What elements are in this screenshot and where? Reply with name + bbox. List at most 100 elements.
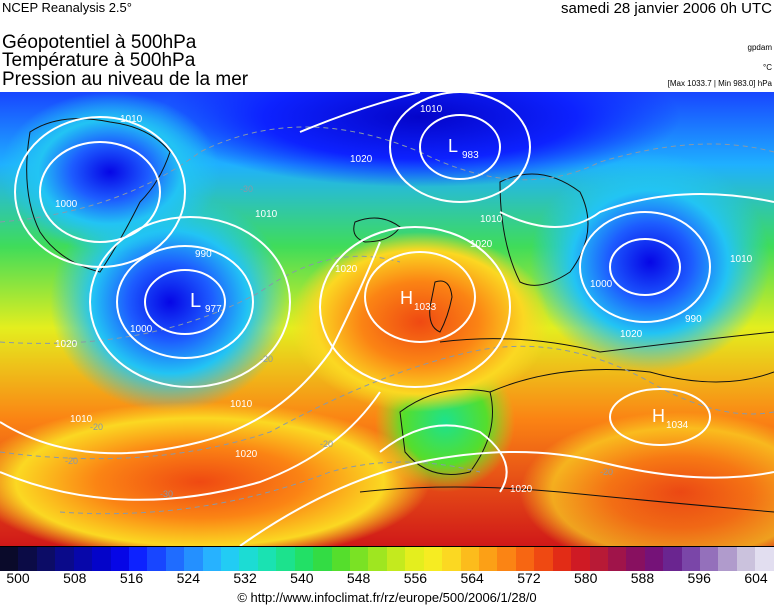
legend-tick-label: 532: [233, 570, 257, 586]
coastline-africa-north: [359, 486, 774, 513]
legend-color-cell: [423, 547, 443, 571]
center-value: 983: [462, 150, 479, 161]
legend-color-cell: [626, 547, 645, 571]
legend-color-cell: [257, 547, 277, 571]
legend-color-cell: [239, 547, 258, 571]
center-letter: H: [400, 288, 413, 308]
coastline-greenland: [26, 118, 171, 273]
legend-color-cell: [644, 547, 664, 571]
isobar-label: 1000: [130, 324, 153, 335]
legend-color-cell: [110, 547, 129, 571]
coastline-iberia: [399, 389, 493, 475]
warm-region-southeast: [520, 412, 774, 546]
legend-color-cell: [442, 547, 461, 571]
legend-color-cell: [405, 547, 424, 571]
legend-color-cell: [184, 547, 203, 571]
isobar-label: 1020: [235, 449, 258, 460]
legend-color-cell: [736, 547, 756, 571]
isobar-label: 1010: [230, 399, 253, 410]
legend-color-cell: [534, 547, 553, 571]
legend-color-cell: [331, 547, 351, 571]
cold-region-east: [530, 152, 770, 372]
legend-color-cell: [36, 547, 56, 571]
legend-tick-label: 556: [403, 570, 428, 586]
isobar-label: 1020: [510, 484, 533, 495]
center-value: 1034: [666, 420, 689, 431]
legend-color-cell: [386, 547, 406, 571]
isobar-label: 1020: [350, 154, 373, 165]
legend-color-cell: [92, 547, 111, 571]
center-letter: L: [190, 290, 201, 312]
legend-color-cell: [589, 547, 608, 571]
weather-map: 1010 1000 990 1020 1010 1020 1000 1010 1…: [0, 92, 774, 546]
isobar-label: 1010: [255, 209, 278, 220]
legend-color-cell: [552, 547, 572, 571]
isobar-label: 1010: [70, 414, 93, 425]
legend-color-cell: [571, 547, 590, 571]
unit-pressure-range: [Max 1033.7 | Min 983.0] hPa: [667, 79, 772, 88]
isobar-label: 1010: [420, 104, 443, 115]
isobar-label: 1020: [335, 264, 358, 275]
coastlines: [26, 118, 774, 513]
legend-color-cell: [681, 547, 701, 571]
center-letter: L: [448, 136, 458, 156]
isotherm-label: -20: [320, 439, 333, 449]
legend-tick-label: 596: [687, 570, 711, 586]
isotherms: [0, 126, 774, 515]
legend-color-cell: [515, 547, 535, 571]
legend-color-cell: [663, 547, 682, 571]
legend-color-cell: [700, 547, 719, 571]
coastline-europe-south: [489, 369, 774, 393]
isotherm-label: -20: [65, 456, 78, 466]
isobar-label: 1000: [55, 199, 78, 210]
legend-color-cell: [73, 547, 93, 571]
low-pressure-center: L 977: [190, 290, 222, 315]
legend-color-cell: [460, 547, 479, 571]
isobar-label: 1010: [480, 214, 503, 225]
isotherm-label: -20: [260, 354, 273, 364]
legend-tick-label: 572: [517, 570, 541, 586]
coastline-europe-north: [439, 331, 774, 353]
weather-map-svg: 1010 1000 990 1020 1010 1020 1000 1010 1…: [0, 92, 774, 546]
high-pressure-center: H 1033: [400, 288, 437, 313]
legend-color-cell: [607, 547, 627, 571]
unit-geopotential: gpdam: [747, 43, 772, 52]
isobar-label: 990: [195, 249, 212, 260]
warm-ridge-center: [290, 232, 550, 412]
legend-tick-label: 588: [630, 570, 655, 586]
cold-region-northwest: [0, 92, 220, 252]
legend-color-cell: [18, 547, 37, 571]
isotherm-label: -30: [240, 184, 253, 194]
legend-color-cell: [276, 547, 295, 571]
legend-color-cell: [478, 547, 498, 571]
coastline-iceland: [353, 217, 401, 243]
legend-color-cell: [294, 547, 314, 571]
legend-tick-label: 548: [346, 570, 371, 586]
isobar-labels: 1010 1000 990 1020 1010 1020 1000 1010 1…: [55, 104, 753, 495]
legend-color-cell: [313, 547, 332, 571]
color-legend-bar: [0, 546, 774, 571]
source-label: NCEP Reanalysis 2.5°: [2, 0, 132, 15]
legend-tick-label: 516: [119, 570, 144, 586]
legend-color-cell: [165, 547, 185, 571]
color-legend-labels: 500 508 516 524 532 540 548 556 564 572 580 588 596 6…: [0, 570, 774, 590]
low-pressure-center: L 983: [448, 136, 479, 161]
isotherm-label: -20: [600, 467, 613, 477]
legend-color-cell: [350, 547, 369, 571]
legend-color-cell: [147, 547, 166, 571]
isobar-label: 1010: [730, 254, 753, 265]
legend-tick-label: 540: [290, 570, 314, 586]
isobar-label: 1010: [120, 114, 143, 125]
layer-title-pressure: Pression au niveau de la mer: [2, 69, 249, 90]
coastline-britain: [429, 280, 453, 333]
legend-tick-label: 524: [176, 570, 200, 586]
legend-color-cell: [221, 547, 240, 571]
isobar-label: 1020: [620, 329, 643, 340]
isobar-label: 1020: [55, 339, 78, 350]
legend-color-cell: [497, 547, 516, 571]
legend-color-cell: [128, 547, 148, 571]
center-value: 977: [205, 304, 222, 315]
legend-tick-label: 564: [460, 570, 484, 586]
isotherm-label: -30: [160, 489, 173, 499]
warm-region-south: [0, 402, 430, 546]
